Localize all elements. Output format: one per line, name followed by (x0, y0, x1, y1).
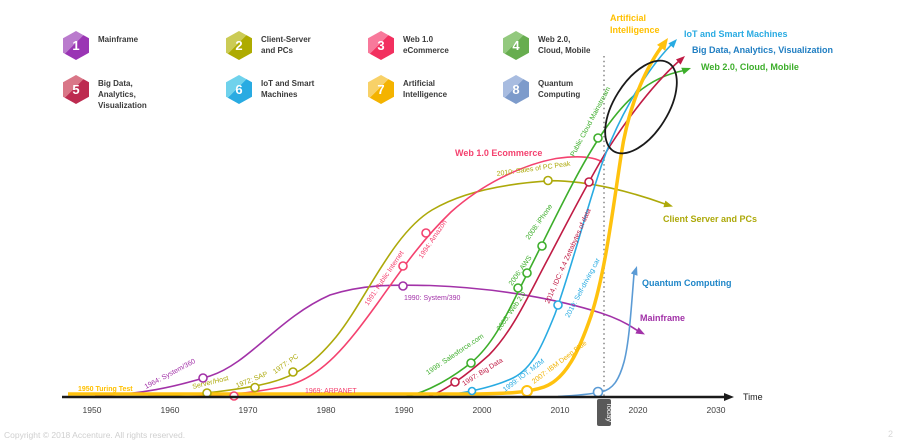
milestone-label-amazon: 1994: Amazon (418, 219, 449, 260)
legend-item-web2: 4 Web 2.0, Cloud, Mobile (503, 31, 678, 60)
curve-web1 (177, 156, 604, 398)
today-badge (597, 399, 611, 426)
arrowhead-mainframe-icon (635, 327, 645, 335)
tick-2020: 2020 (629, 405, 648, 415)
curve-quantum (557, 273, 635, 398)
arrowhead-client-server-icon (663, 200, 673, 208)
arrowhead-quantum-icon (630, 266, 638, 276)
milestone-label-turing: 1950 Turing Test (78, 386, 133, 393)
hexagon-5-icon: 5 (63, 75, 89, 104)
curve-bigdata (427, 60, 680, 398)
tick-2030: 2030 (707, 405, 726, 415)
curve-web2 (404, 69, 685, 398)
curve-label-mainframe: Mainframe (640, 313, 685, 323)
legend-label-quantum: Quantum Computing (538, 79, 581, 99)
marker-web20 (513, 283, 523, 293)
legend-label-ai: Artificial Intelligence (403, 79, 448, 99)
legend: 1 Mainframe 2 Client-Server and PCs 3 We… (63, 31, 678, 111)
arrowhead-ai-icon (657, 38, 668, 51)
marker-system390 (398, 281, 408, 291)
marker-system360 (198, 373, 208, 383)
curve-label-ai-line2: Intelligence (610, 25, 660, 35)
curve-label-iot: IoT and Smart Machines (684, 29, 788, 39)
milestone-label-pc-peak: 2010: Sales of PC Peak (496, 161, 571, 178)
legend-item-web1: 3 Web 1.0 eCommerce (368, 31, 503, 60)
curve-label-web1: Web 1.0 Ecommerce (455, 148, 542, 158)
page-number: 2 (888, 429, 894, 439)
marker-deep-blue (521, 385, 533, 397)
tick-2010: 2010 (551, 405, 570, 415)
marker-self-driving (553, 300, 563, 310)
curve-ai (68, 46, 663, 396)
milestone-label-salesforce: 1999: Salesforce.com (425, 333, 485, 377)
curve-label-quantum: Quantum Computing (642, 278, 732, 288)
milestone-label-system390: 1990: System/390 (404, 295, 461, 302)
curve-label-client-server: Client Server and PCs (663, 214, 757, 224)
legend-label-web2: Web 2.0, Cloud, Mobile (538, 35, 591, 55)
marker-salesforce (466, 358, 476, 368)
legend-label-bigdata: Big Data, Analytics, Visualization (98, 79, 147, 110)
hexagon-1-icon: 1 (63, 31, 89, 60)
milestone-label-arpanet: 1969: ARPANET (305, 388, 357, 395)
tick-1980: 1980 (317, 405, 336, 415)
marker-quantum-today (592, 386, 604, 398)
legend-item-iot: 6 IoT and Smart Machines (226, 75, 368, 111)
tick-2000: 2000 (473, 405, 492, 415)
marker-pc (288, 367, 298, 377)
tick-1950: 1950 (83, 405, 102, 415)
marker-aws (522, 268, 532, 278)
legend-label-web1: Web 1.0 eCommerce (403, 35, 449, 55)
legend-label-client-server: Client-Server and PCs (261, 35, 311, 55)
legend-item-ai: 7 Artificial Intelligence (368, 75, 503, 111)
time-axis-arrowhead-icon (724, 393, 734, 401)
marker-iot-m2m (467, 386, 477, 396)
curve-iot (437, 44, 672, 397)
today-badge-label: Today (605, 402, 614, 422)
legend-label-mainframe: Mainframe (98, 35, 139, 44)
time-axis-label: Time (743, 392, 763, 402)
milestone-label-public-internet: 1991: Public Internet (364, 250, 406, 307)
tick-1960: 1960 (161, 405, 180, 415)
axis-ticks: 1950 1960 1970 1980 1990 2000 2010 2020 … (83, 405, 726, 415)
marker-zettabytes (584, 177, 594, 187)
marker-amazon (421, 228, 431, 238)
milestone-label-iphone: 2008: iPhone (525, 203, 554, 241)
marker-sap (250, 382, 260, 393)
milestone-label-server-host: Server/Host (192, 375, 230, 391)
convergence-ellipse-annotation (604, 59, 678, 155)
marker-iphone (537, 241, 547, 251)
legend-item-client-server: 2 Client-Server and PCs (226, 31, 368, 60)
marker-big-data (450, 377, 460, 387)
arrowhead-web2-icon (681, 67, 691, 75)
tick-1970: 1970 (239, 405, 258, 415)
copyright-text: Copyright © 2018 Accenture. All rights r… (4, 430, 186, 440)
tick-1990: 1990 (395, 405, 414, 415)
hexagon-3-icon: 3 (368, 31, 394, 60)
legend-item-mainframe: 1 Mainframe (63, 31, 226, 60)
curve-label-bigdata: Big Data, Analytics, Visualization (692, 45, 833, 55)
hexagon-7-icon: 7 (368, 75, 394, 104)
marker-public-internet (398, 261, 408, 271)
curve-label-ai-line1: Artificial (610, 13, 646, 23)
marker-cloud-mainstream (593, 133, 603, 143)
legend-label-iot: IoT and Smart Machines (261, 79, 315, 99)
marker-pc-peak (543, 175, 553, 186)
legend-item-bigdata: 5 Big Data, Analytics, Visualization (63, 75, 226, 111)
legend-item-quantum: 8 Quantum Computing (503, 75, 678, 111)
arrowhead-iot-icon (668, 39, 677, 48)
curve-label-web2: Web 2.0, Cloud, Mobile (701, 62, 799, 72)
arrowhead-bigdata-icon (676, 56, 685, 65)
